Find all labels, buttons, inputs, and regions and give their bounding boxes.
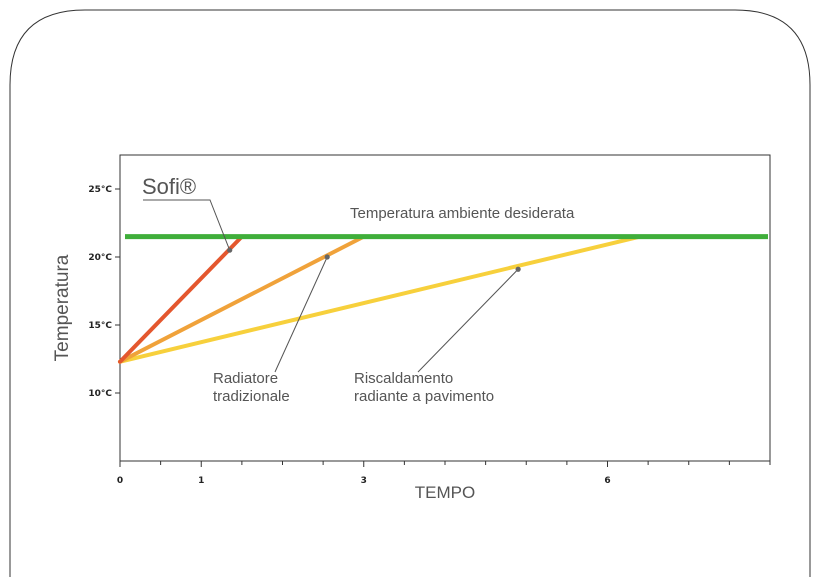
y-tick-label: 25°C xyxy=(88,185,112,195)
radiatore-label-line2: tradizionale xyxy=(213,388,290,405)
series-marker xyxy=(515,266,521,272)
y-axis-label: Temperatura xyxy=(52,254,73,361)
series-line xyxy=(118,234,366,364)
tick-group: 10°C 15°C 20°C 25°C 0 1 3 6 xyxy=(88,185,771,486)
series-line xyxy=(118,234,642,364)
series-marker xyxy=(227,247,233,253)
y-tick-label: 15°C xyxy=(88,321,112,331)
series-line xyxy=(118,234,244,364)
card-border xyxy=(9,9,811,577)
series-marker xyxy=(324,254,330,260)
plot-frame xyxy=(119,154,771,462)
sofi-leader-line xyxy=(143,199,231,251)
x-axis-label: TEMPO xyxy=(415,483,475,502)
x-tick-label: 6 xyxy=(604,476,610,486)
y-tick-label: 10°C xyxy=(88,389,112,399)
radiante-label-line2: radiante a pavimento xyxy=(354,388,494,405)
target-label: Temperatura ambiente desiderata xyxy=(350,205,575,222)
annotation-group xyxy=(143,199,521,373)
radiatore-leader-line xyxy=(274,256,328,373)
x-tick-label: 0 xyxy=(117,476,123,486)
series-group xyxy=(118,234,768,364)
sofi-label: Sofi® xyxy=(142,174,196,199)
x-tick-label: 1 xyxy=(198,476,204,486)
radiante-leader-line xyxy=(417,268,519,373)
radiante-label-line1: Riscaldamento xyxy=(354,370,453,387)
y-tick-label: 20°C xyxy=(88,253,112,263)
radiatore-label-line1: Radiatore xyxy=(213,370,278,387)
x-tick-label: 3 xyxy=(361,476,367,486)
